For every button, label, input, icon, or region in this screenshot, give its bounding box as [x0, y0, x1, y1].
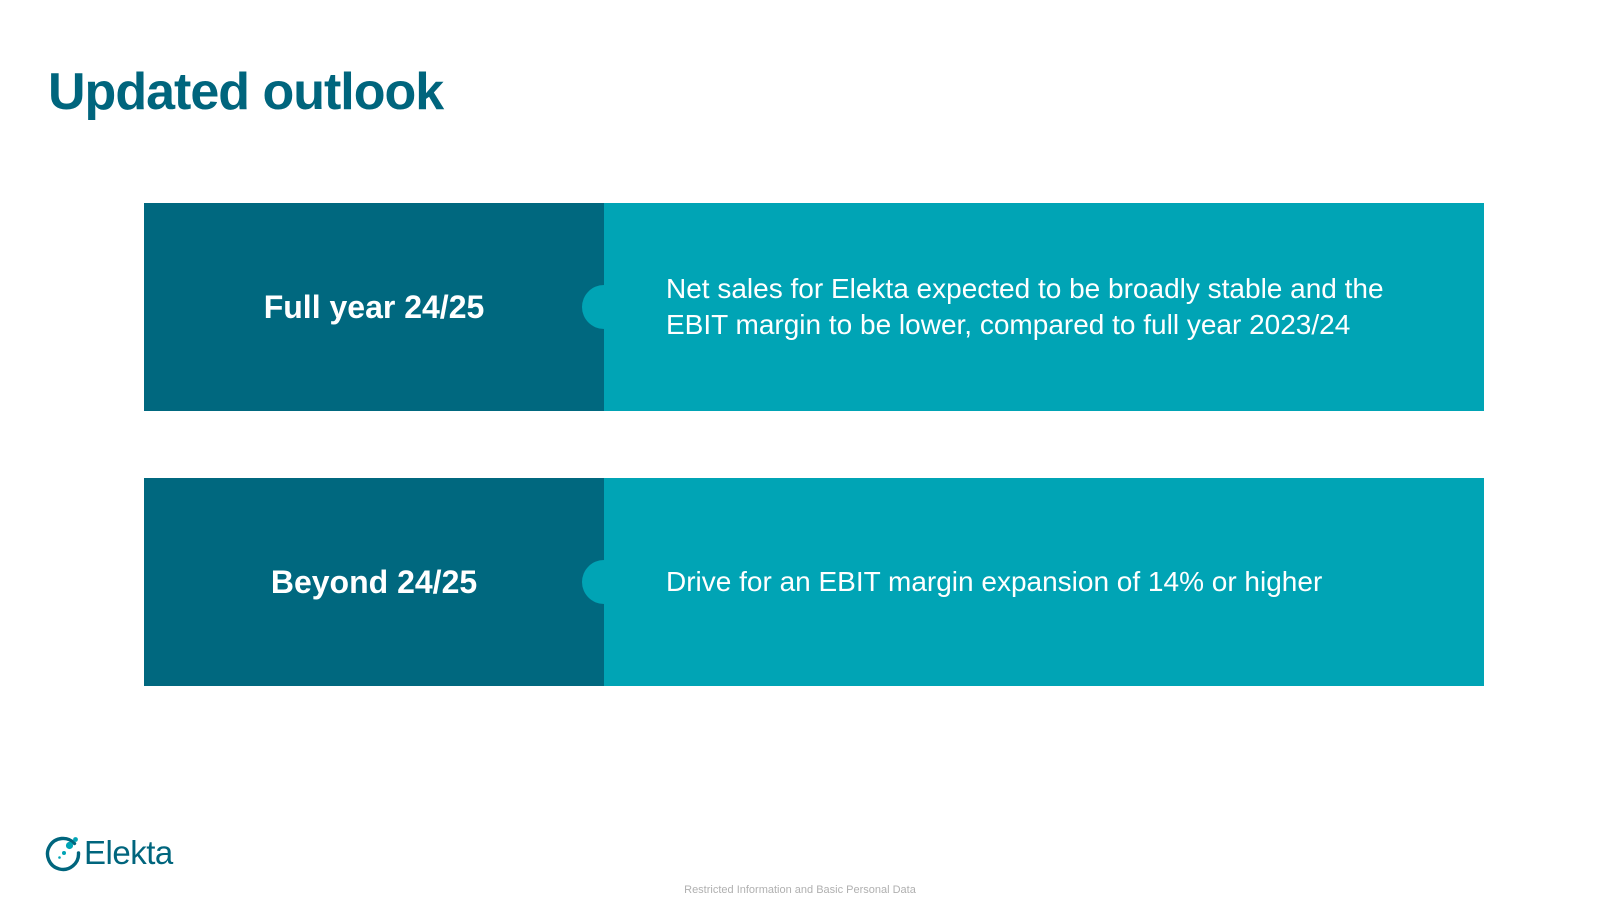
connector-tab-shape: [582, 285, 626, 329]
outlook-label-box: Beyond 24/25: [144, 478, 626, 686]
outlook-text-box: Net sales for Elekta expected to be broa…: [604, 203, 1484, 411]
logo-wordmark: Elekta: [84, 834, 173, 871]
page-title: Updated outlook: [48, 63, 444, 121]
outlook-text-box: Drive for an EBIT margin expansion of 14…: [604, 478, 1484, 686]
outlook-label: Full year 24/25: [263, 288, 485, 325]
elekta-logo-icon: [45, 836, 81, 872]
outlook-label: Beyond 24/25: [270, 563, 478, 600]
outlook-text: Drive for an EBIT margin expansion of 14…: [666, 566, 1323, 597]
outlook-text: Net sales for Elekta expected to be broa…: [666, 273, 1384, 340]
classification-note: Restricted Information and Basic Persona…: [684, 884, 916, 896]
outlook-row-full-year: Full year 24/25 Net sales for Elekta exp…: [144, 203, 1484, 411]
connector-tab-shape: [582, 560, 626, 604]
elekta-logo: Elekta: [44, 834, 173, 872]
outlook-label-box: Full year 24/25: [144, 203, 626, 411]
outlook-row-beyond: Beyond 24/25 Drive for an EBIT margin ex…: [144, 478, 1484, 686]
